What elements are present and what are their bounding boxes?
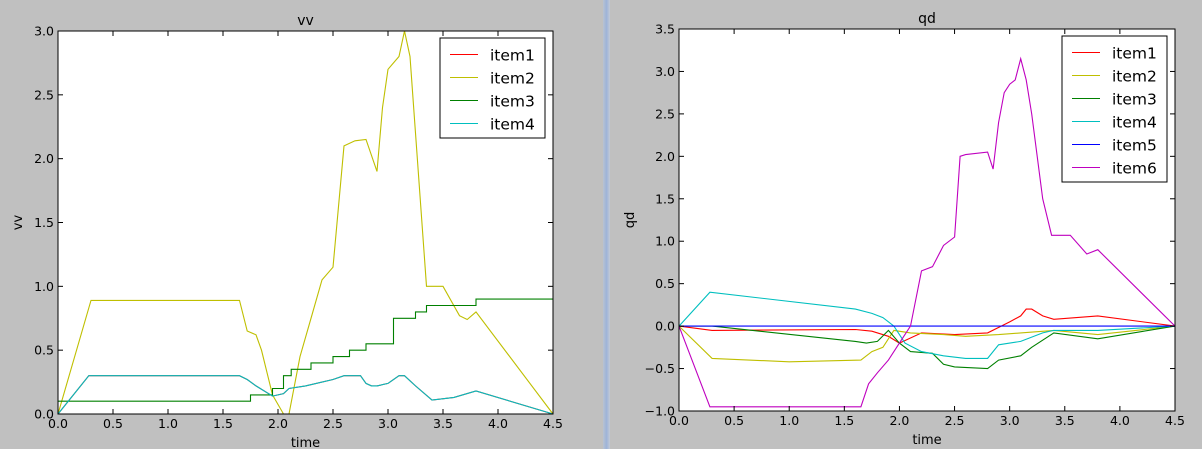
x-axis-label: time <box>291 436 320 449</box>
y-tick-label: 3.0 <box>34 24 54 39</box>
y-tick-label: 1.5 <box>655 191 675 206</box>
y-tick-label: 3.5 <box>655 22 675 37</box>
legend-label-item3: item3 <box>1112 91 1157 109</box>
legend-label-item3: item3 <box>490 93 535 111</box>
legend-box <box>1061 35 1168 183</box>
x-tick-label: 1.0 <box>158 416 178 431</box>
y-tick-label: 2.0 <box>34 151 54 166</box>
x-tick-label: 1.5 <box>834 413 854 428</box>
legend: item1 item2 item3 item4 <box>439 37 546 139</box>
chart-title: qd <box>918 11 936 27</box>
legend-label-item1: item1 <box>490 47 535 65</box>
legend-label-item2: item2 <box>490 70 535 88</box>
vv-chart: 0.0 0.5 1.0 1.5 2.0 2.5 3.0 3.5 4.0 4.5 0.0 0.5 1.0 1… <box>11 13 563 449</box>
series-line-item3 <box>58 298 553 402</box>
x-tick-label: 1.0 <box>779 413 799 428</box>
x-tick-label: 2.0 <box>889 413 909 428</box>
series-line-item4 <box>678 291 1176 359</box>
x-tick-label: 4.0 <box>488 416 508 431</box>
series-line-item6 <box>678 56 1176 408</box>
y-tick-label: −0.5 <box>645 361 675 376</box>
panel-divider[interactable] <box>603 0 610 449</box>
y-tick-label: 0.5 <box>655 276 675 291</box>
x-tick-label: 4.5 <box>543 416 563 431</box>
series-line-item4 <box>57 375 554 415</box>
series-line-item2 <box>57 30 554 415</box>
x-tick-label: 1.5 <box>213 416 233 431</box>
x-tick-label: 2.5 <box>323 416 343 431</box>
legend-label-item1: item1 <box>1112 45 1157 63</box>
qd-chart: 0.0 0.5 1.0 1.5 2.0 2.5 3.0 3.5 4.0 4.5 −1.0 −0.5 0.… <box>623 11 1185 448</box>
series-line-item2 <box>678 325 1176 363</box>
x-tick-label: 0.5 <box>724 413 744 428</box>
y-axis-label: qd <box>623 212 638 229</box>
legend-label-item6: item6 <box>1112 160 1157 178</box>
x-tick-label: 4.0 <box>1110 413 1130 428</box>
y-tick-label: 1.5 <box>34 215 54 230</box>
x-tick-label: 3.5 <box>1055 413 1075 428</box>
series-line-item3 <box>679 325 1176 370</box>
y-tick-label: 0.0 <box>34 407 54 422</box>
x-tick-label: 3.0 <box>378 416 398 431</box>
y-tick-label: 0.0 <box>655 319 675 334</box>
x-tick-label: 2.5 <box>945 413 965 428</box>
legend-label-item2: item2 <box>1112 68 1157 86</box>
series-line-item1 <box>678 308 1176 344</box>
y-tick-label: 3.0 <box>655 64 675 79</box>
x-tick-label: 4.5 <box>1165 413 1185 428</box>
x-axis-label: time <box>912 433 941 448</box>
x-tick-label: 3.0 <box>1000 413 1020 428</box>
y-tick-label: 0.5 <box>34 343 54 358</box>
x-tick-label: 2.0 <box>268 416 288 431</box>
legend-label-item4: item4 <box>1112 114 1157 132</box>
y-tick-label: 1.0 <box>34 279 54 294</box>
x-tick-label: 3.5 <box>433 416 453 431</box>
legend-label-item4: item4 <box>490 116 535 134</box>
chart-title: vv <box>297 13 314 29</box>
plot-frame <box>678 28 1176 412</box>
x-tick-label: 0.0 <box>669 413 689 428</box>
y-tick-label: −1.0 <box>645 404 675 419</box>
legend: item1 item2 item3 item4 item5 item6 <box>1061 35 1168 183</box>
x-tick-label: 0.0 <box>48 416 68 431</box>
y-tick-label: 2.0 <box>655 149 675 164</box>
legend-label-item5: item5 <box>1112 137 1157 155</box>
y-tick-label: 2.5 <box>655 106 675 121</box>
y-axis-label: vv <box>11 215 26 231</box>
y-tick-label: 1.0 <box>655 234 675 249</box>
x-tick-label: 0.5 <box>103 416 123 431</box>
y-tick-label: 2.5 <box>34 87 54 102</box>
